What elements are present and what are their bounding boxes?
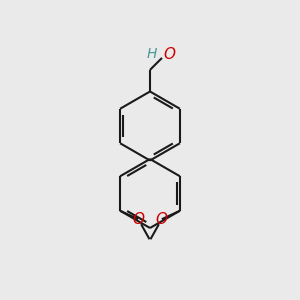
Text: H: H: [147, 47, 157, 61]
Text: O: O: [155, 212, 167, 227]
Text: O: O: [133, 212, 145, 227]
Text: O: O: [163, 47, 175, 62]
